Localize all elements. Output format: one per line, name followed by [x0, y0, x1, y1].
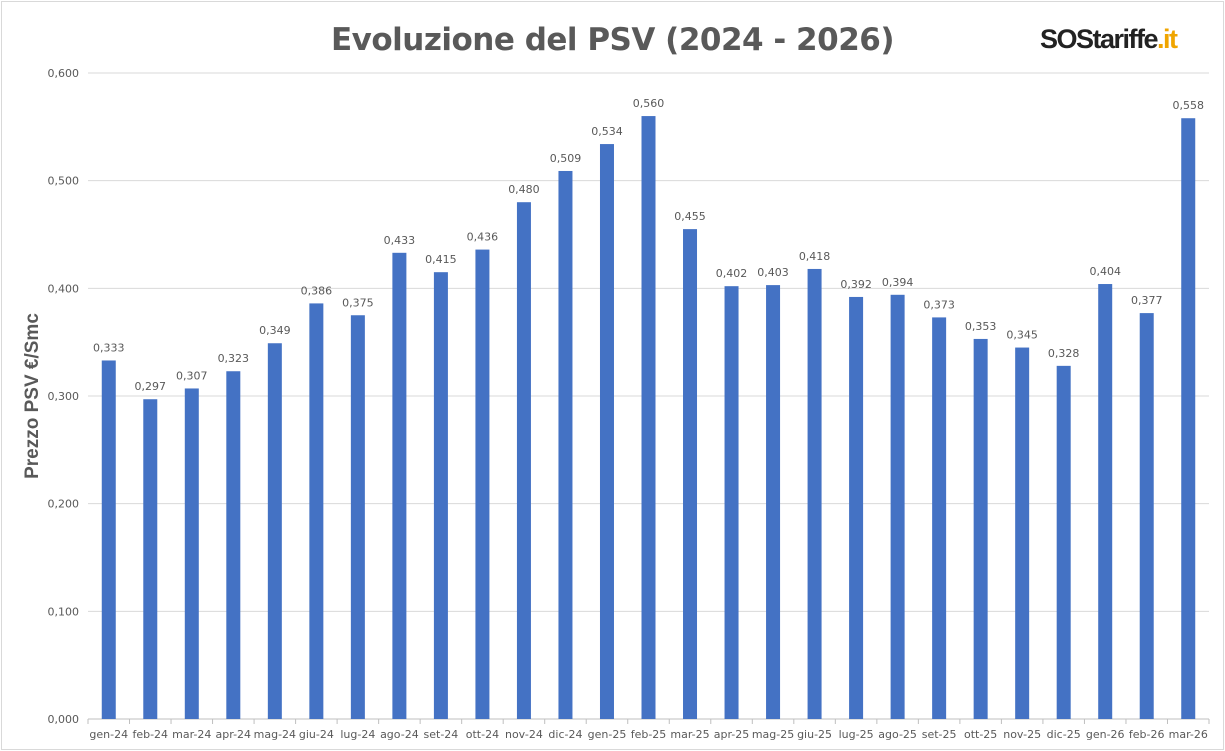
x-tick-label: lug-25 — [839, 728, 874, 741]
x-tick-label: ago-25 — [878, 728, 917, 741]
y-tick-label: 0,200 — [48, 498, 80, 511]
bar-mag-24 — [267, 343, 282, 719]
bar-lug-25 — [849, 296, 864, 719]
bar-giu-25 — [807, 268, 822, 719]
x-tick-label: feb-26 — [1129, 728, 1165, 741]
x-tick-label: ago-24 — [380, 728, 419, 741]
x-tick-label: mag-24 — [254, 728, 296, 741]
x-tick-label: feb-25 — [631, 728, 667, 741]
data-label: 0,480 — [508, 183, 540, 196]
bar-mag-25 — [766, 285, 781, 719]
x-tick-label: giu-25 — [797, 728, 832, 741]
data-label: 0,394 — [882, 276, 914, 289]
data-label: 0,558 — [1172, 99, 1204, 112]
data-label: 0,297 — [135, 380, 167, 393]
bar-giu-24 — [309, 303, 324, 719]
data-label: 0,415 — [425, 253, 457, 266]
data-label: 0,392 — [840, 278, 872, 291]
bar-gen-25 — [599, 144, 614, 719]
data-label: 0,455 — [674, 210, 706, 223]
data-label: 0,377 — [1131, 294, 1163, 307]
bar-nov-25 — [1015, 347, 1030, 719]
x-tick-label: gen-25 — [588, 728, 627, 741]
x-tick-label: ott-24 — [466, 728, 499, 741]
data-label: 0,404 — [1089, 265, 1121, 278]
bar-ago-24 — [392, 252, 407, 719]
bar-feb-24 — [143, 399, 158, 719]
bar-ott-24 — [475, 249, 490, 719]
x-tick-label: nov-24 — [505, 728, 543, 741]
x-tick-label: feb-24 — [132, 728, 168, 741]
x-tick-label: mar-26 — [1169, 728, 1208, 741]
data-label: 0,534 — [591, 125, 623, 138]
x-tick-label: lug-24 — [340, 728, 375, 741]
data-label: 0,373 — [923, 298, 955, 311]
x-tick-label: gen-24 — [89, 728, 128, 741]
chart-title: Evoluzione del PSV (2024 - 2026) — [330, 22, 895, 58]
bar-feb-26 — [1139, 313, 1154, 719]
bar-set-25 — [932, 317, 947, 719]
x-tick-label: mag-25 — [752, 728, 794, 741]
x-tick-label: gen-26 — [1086, 728, 1125, 741]
bar-gen-26 — [1098, 284, 1113, 719]
bar-apr-24 — [226, 371, 241, 719]
x-tick-label: set-25 — [922, 728, 957, 741]
y-tick-label: 0,600 — [48, 67, 80, 80]
x-tick-label: set-24 — [424, 728, 459, 741]
data-label: 0,333 — [93, 341, 125, 354]
data-label: 0,353 — [965, 320, 997, 333]
y-tick-label: 0,000 — [48, 713, 80, 726]
bar-lug-24 — [350, 315, 365, 719]
bar-mar-25 — [683, 229, 698, 719]
data-label: 0,403 — [757, 266, 789, 279]
bar-gen-24 — [101, 360, 116, 719]
bar-nov-24 — [516, 202, 531, 719]
data-label: 0,433 — [384, 234, 416, 247]
x-tick-label: ott-25 — [964, 728, 997, 741]
bar-set-24 — [433, 272, 448, 719]
data-label: 0,509 — [550, 152, 582, 165]
bar-ott-25 — [973, 338, 988, 719]
y-tick-label: 0,400 — [48, 282, 80, 295]
x-tick-label: nov-25 — [1003, 728, 1041, 741]
data-label: 0,349 — [259, 324, 291, 337]
data-label: 0,328 — [1048, 347, 1080, 360]
data-label: 0,307 — [176, 369, 208, 382]
bar-dic-25 — [1056, 365, 1071, 719]
y-tick-label: 0,100 — [48, 605, 80, 618]
data-label: 0,386 — [301, 284, 333, 297]
data-label: 0,345 — [1006, 329, 1038, 342]
x-tick-label: mar-24 — [172, 728, 211, 741]
sostariffe-logo: SOStariffe.it — [1040, 24, 1178, 54]
bar-ago-25 — [890, 294, 905, 719]
x-tick-label: giu-24 — [299, 728, 334, 741]
bar-feb-25 — [641, 116, 656, 720]
x-tick-label: apr-25 — [714, 728, 750, 741]
bar-apr-25 — [724, 286, 739, 719]
bar-dic-24 — [558, 170, 573, 719]
data-label: 0,436 — [467, 231, 499, 244]
y-tick-label: 0,500 — [48, 175, 80, 188]
x-tick-label: dic-24 — [548, 728, 582, 741]
x-tick-label: mar-25 — [670, 728, 709, 741]
data-label: 0,375 — [342, 296, 374, 309]
x-tick-label: dic-25 — [1047, 728, 1081, 741]
bar-mar-24 — [184, 388, 199, 719]
data-label: 0,418 — [799, 250, 831, 263]
bar-mar-26 — [1181, 118, 1196, 720]
x-tick-label: apr-24 — [216, 728, 252, 741]
data-label: 0,323 — [218, 352, 250, 365]
data-label: 0,402 — [716, 267, 748, 280]
y-tick-label: 0,300 — [48, 390, 80, 403]
data-label: 0,560 — [633, 97, 665, 110]
